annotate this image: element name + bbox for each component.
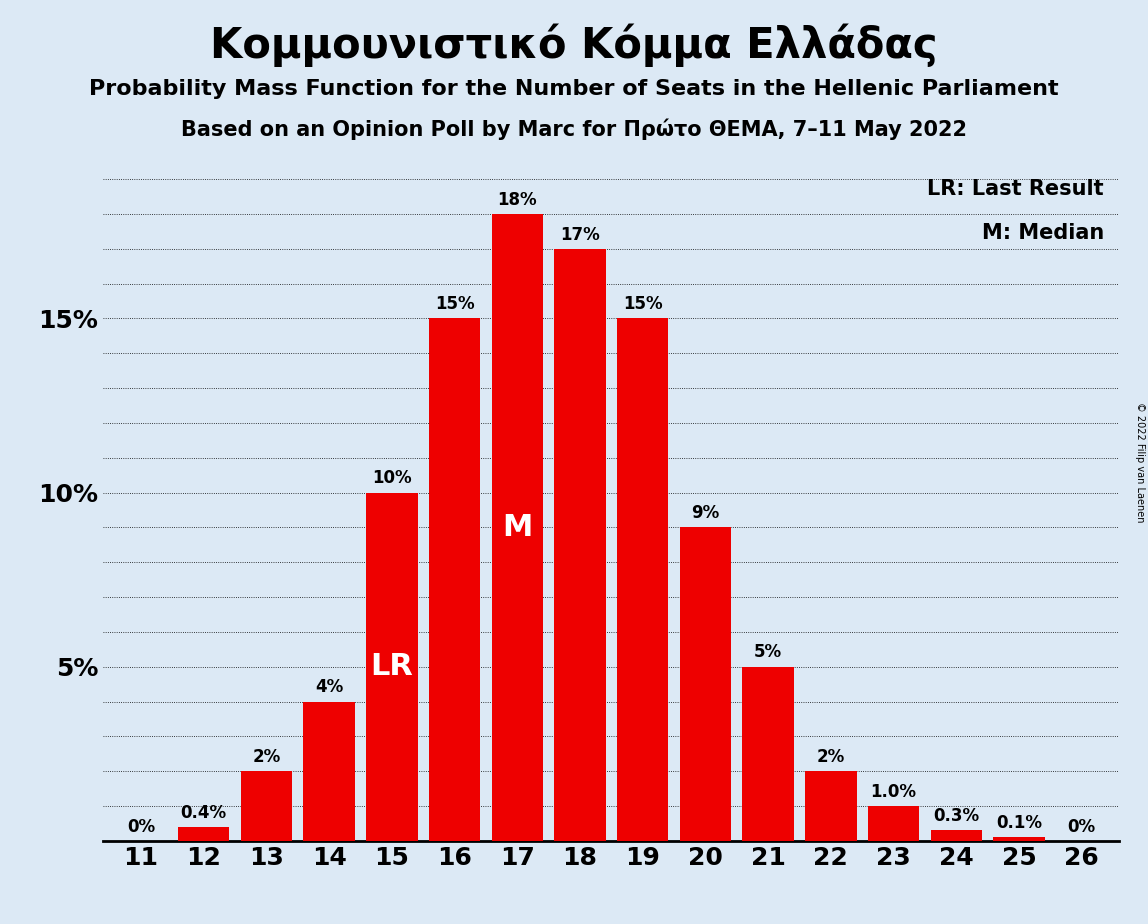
- Bar: [805, 772, 856, 841]
- Bar: [743, 667, 793, 841]
- Text: 0.4%: 0.4%: [180, 804, 226, 821]
- Text: 0.1%: 0.1%: [996, 814, 1042, 833]
- Text: 4%: 4%: [315, 678, 343, 697]
- Text: 2%: 2%: [816, 748, 845, 766]
- Bar: [993, 837, 1045, 841]
- Bar: [241, 772, 292, 841]
- Text: 0.3%: 0.3%: [933, 808, 979, 825]
- Text: 15%: 15%: [435, 295, 474, 313]
- Text: 5%: 5%: [754, 643, 782, 662]
- Bar: [491, 214, 543, 841]
- Text: 0%: 0%: [1068, 818, 1095, 835]
- Text: © 2022 Filip van Laenen: © 2022 Filip van Laenen: [1135, 402, 1145, 522]
- Text: 10%: 10%: [372, 469, 412, 487]
- Bar: [429, 319, 480, 841]
- Text: M: Median: M: Median: [982, 223, 1104, 243]
- Bar: [868, 806, 920, 841]
- Text: LR: Last Result: LR: Last Result: [928, 178, 1104, 199]
- Text: 17%: 17%: [560, 225, 599, 244]
- Text: Based on an Opinion Poll by Marc for Πρώτο ΘΕΜΑ, 7–11 May 2022: Based on an Opinion Poll by Marc for Πρώ…: [181, 118, 967, 140]
- Bar: [680, 528, 731, 841]
- Bar: [178, 827, 230, 841]
- Bar: [303, 701, 355, 841]
- Text: 1.0%: 1.0%: [870, 783, 916, 801]
- Text: LR: LR: [371, 652, 413, 681]
- Text: 18%: 18%: [497, 190, 537, 209]
- Text: Probability Mass Function for the Number of Seats in the Hellenic Parliament: Probability Mass Function for the Number…: [90, 79, 1058, 99]
- Text: 2%: 2%: [253, 748, 280, 766]
- Text: 9%: 9%: [691, 505, 720, 522]
- Text: Κομμουνιστικό Κόμμα Ελλάδας: Κομμουνιστικό Κόμμα Ελλάδας: [210, 23, 938, 67]
- Bar: [931, 831, 982, 841]
- Text: 15%: 15%: [623, 295, 662, 313]
- Text: 0%: 0%: [127, 818, 155, 835]
- Bar: [616, 319, 668, 841]
- Bar: [554, 249, 606, 841]
- Text: M: M: [502, 513, 533, 541]
- Bar: [366, 492, 418, 841]
